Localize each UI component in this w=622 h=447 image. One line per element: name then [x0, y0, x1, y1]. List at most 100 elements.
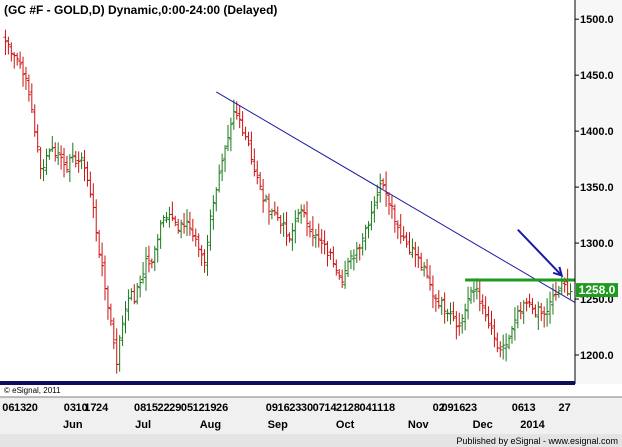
arrow-head: [552, 266, 564, 278]
day-tick-label: 23: [289, 402, 301, 414]
resistance-trendline: [216, 91, 589, 311]
day-tick-label: 03: [64, 402, 76, 414]
price-bar: [70, 142, 75, 163]
price-bar: [135, 282, 140, 305]
price-tick-label: 1200.0: [580, 350, 614, 362]
price-bar: [507, 334, 512, 350]
price-bar: [302, 204, 307, 218]
price-bar: [237, 104, 242, 129]
day-tick-label: 16: [453, 402, 465, 414]
price-bar: [545, 298, 550, 327]
price-bar: [62, 147, 67, 178]
day-tick-label: 06: [512, 402, 524, 414]
day-tick-label: 13: [14, 402, 26, 414]
price-bar: [445, 308, 450, 322]
price-bar: [266, 193, 271, 225]
price-bar: [428, 265, 432, 291]
annotation-arrow: [517, 228, 564, 278]
price-bar: [530, 298, 535, 315]
price-bar: [228, 117, 233, 152]
price-bar: [190, 218, 195, 242]
price-bar: [463, 303, 468, 331]
price-bar: [489, 310, 494, 335]
month-tick-label: Sep: [268, 419, 288, 431]
day-tick-label: 12: [193, 402, 205, 414]
price-bars: [3, 29, 573, 374]
published-by-text: Published by eSignal - www.esignal.com: [456, 436, 618, 446]
price-bar: [170, 201, 175, 222]
month-tick-label: Nov: [408, 419, 430, 431]
price-bar: [3, 29, 8, 56]
price-bar: [422, 261, 427, 277]
day-tick-label: 10: [75, 402, 87, 414]
price-bar: [73, 150, 78, 168]
price-bar: [173, 215, 178, 227]
price-bar: [202, 249, 207, 273]
price-tick-label: 1300.0: [580, 238, 614, 250]
price-bar: [457, 312, 462, 336]
price-tick-label: 1500.0: [580, 14, 614, 26]
price-bar: [76, 151, 81, 173]
price-bar: [152, 245, 157, 272]
day-tick-label: 16: [277, 402, 289, 414]
price-bar: [284, 211, 289, 246]
day-tick-label: 22: [157, 402, 169, 414]
price-bar: [512, 307, 517, 341]
price-bar: [316, 223, 321, 248]
month-tick-label: Dec: [473, 419, 493, 431]
day-tick-label: 23: [465, 402, 477, 414]
price-bar: [64, 155, 69, 173]
price-bar: [360, 233, 365, 256]
price-bar: [436, 290, 441, 309]
price-bar: [176, 218, 181, 234]
price-bar: [354, 241, 359, 264]
price-bar: [307, 220, 312, 238]
price-bar: [366, 221, 371, 239]
price-bar: [515, 305, 520, 329]
price-bar: [67, 154, 72, 183]
price-bar: [41, 159, 46, 182]
price-bar: [501, 334, 506, 360]
price-bar: [375, 184, 380, 209]
price-bar: [504, 333, 509, 362]
price-bar: [334, 259, 339, 276]
price-bar: [231, 99, 236, 130]
price-bar: [337, 268, 342, 280]
price-bar: [220, 153, 225, 182]
price-bar: [486, 306, 491, 329]
price-bar: [524, 298, 529, 312]
price-bar: [290, 223, 295, 251]
price-bar: [483, 296, 488, 322]
footer-panel: [0, 434, 622, 447]
price-bar: [18, 51, 23, 69]
day-tick-label: 05: [181, 402, 193, 414]
price-axis-ticks: 1200.01250.01300.01350.01400.01450.01500…: [575, 14, 614, 362]
day-tick-label: 26: [216, 402, 228, 414]
price-bar: [117, 335, 122, 372]
price-bar: [346, 257, 351, 277]
day-tick-label: 09: [441, 402, 453, 414]
price-bar: [372, 196, 377, 223]
price-tick-label: 1400.0: [580, 126, 614, 138]
price-bar: [401, 226, 406, 242]
price-bar: [310, 216, 315, 247]
price-bar: [59, 145, 64, 170]
price-bar: [305, 201, 310, 237]
price-bar: [155, 234, 160, 263]
price-bar: [477, 279, 482, 312]
price-bar: [100, 242, 105, 277]
price-bar: [9, 42, 14, 62]
day-tick-label: 19: [204, 402, 216, 414]
price-bar: [518, 302, 523, 320]
day-tick-label: 20: [26, 402, 38, 414]
day-tick-label: 09: [266, 402, 278, 414]
price-tick-label: 1350.0: [580, 182, 614, 194]
price-bar: [343, 260, 348, 289]
price-bar: [419, 252, 424, 271]
price-bar: [161, 215, 166, 228]
day-tick-label: 29: [169, 402, 181, 414]
price-bar: [395, 220, 400, 240]
price-bar: [97, 230, 102, 259]
price-bar: [29, 83, 34, 113]
